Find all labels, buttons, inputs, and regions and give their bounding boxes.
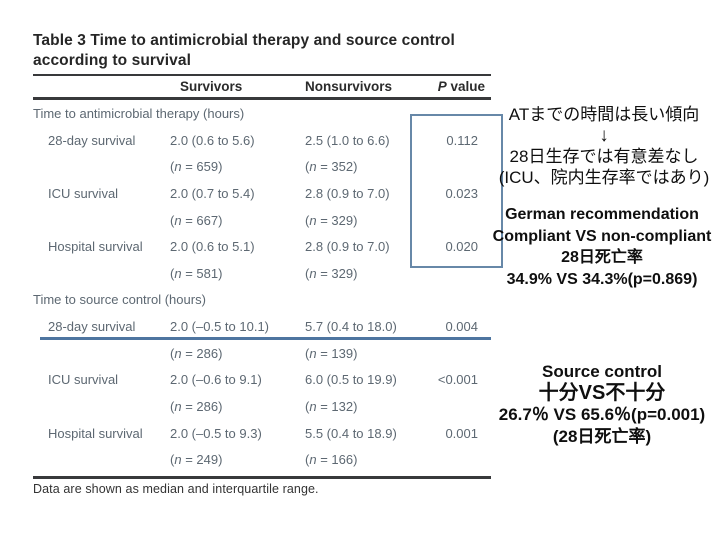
annotation-line: 28日生存では有意差なし xyxy=(509,146,699,166)
table-rows: Time to antimicrobial therapy (hours) 28-… xyxy=(33,101,491,474)
table-footnote: Data are shown as median and interquarti… xyxy=(33,482,319,496)
blue-divider-line xyxy=(40,337,491,340)
table-row: (n = 581) (n = 329) xyxy=(170,265,358,281)
table-row: ICU survival 2.0 (–0.6 to 9.1) 6.0 (0.5 to… xyxy=(48,372,478,388)
annotation-line: 28日死亡率 xyxy=(561,249,643,266)
annotation-line: ↓ xyxy=(599,124,609,146)
table-row: Time to antimicrobial therapy (hours) xyxy=(33,106,245,121)
table-row: (n = 659) (n = 352) xyxy=(170,159,358,175)
table-row: Hospital survival 2.0 (0.6 to 5.1) 2.8 (0.… xyxy=(48,239,478,255)
table-rule-top xyxy=(33,74,491,76)
annotation-source-control-note: Source control 十分VS不十分 26.7％ VS 65.6％(p=0.… xyxy=(486,361,718,447)
table-title: Table 3 Time to antimicrobial therapy an… xyxy=(33,32,455,69)
table-header-row: Survivors Nonsurvivors P value xyxy=(33,75,491,97)
table-rule-header xyxy=(33,97,491,100)
annotation-line: Compliant VS non-compliant xyxy=(492,227,712,245)
annotation-line: 十分VS不十分 xyxy=(538,381,666,404)
table-row: 28-day survival 2.0 (–0.5 to 10.1) 5.7 (0.… xyxy=(48,319,478,335)
annotation-line: Source control xyxy=(542,362,662,381)
table-row: ICU survival 2.0 (0.7 to 5.4) 2.8 (0.9 to … xyxy=(48,185,478,201)
annotation-line: 34.9% VS 34.3%(p=0.869) xyxy=(506,270,698,288)
header-p-value: P value xyxy=(437,78,485,94)
annotation-antimicrobial-note: ATまでの時間は長い傾向 ↓ 28日生存では有意差なし (ICU、院内生存率ではあり) xyxy=(490,104,718,189)
annotation-line: German recommendation xyxy=(505,206,699,223)
table-row: 28-day survival 2.0 (0.6 to 5.6) 2.5 (1.0 … xyxy=(48,132,478,148)
table-row: (n = 249) (n = 166) xyxy=(170,452,358,468)
annotation-line: 26.7％ VS 65.6％(p=0.001) xyxy=(498,405,706,424)
annotation-line: (28日死亡率) xyxy=(552,426,652,446)
p-value-highlight-box xyxy=(410,114,503,268)
table-rule-bottom xyxy=(33,476,491,479)
table-row: (n = 286) (n = 132) xyxy=(170,399,358,415)
annotation-line: (ICU、院内生存率ではあり) xyxy=(498,168,710,187)
table-row: (n = 286) (n = 139) xyxy=(170,345,358,361)
table-row: Hospital survival 2.0 (–0.5 to 9.3) 5.5 (0… xyxy=(48,425,478,441)
table-row: (n = 667) (n = 329) xyxy=(170,212,358,228)
annotation-german-recommendation-note: German recommendation Compliant VS non-co… xyxy=(486,204,718,290)
annotation-line: ATまでの時間は長い傾向 xyxy=(508,105,700,124)
header-nonsurvivors: Nonsurvivors xyxy=(305,78,393,94)
table-row: Time to source control (hours) xyxy=(33,292,206,308)
header-survivors: Survivors xyxy=(180,78,243,94)
